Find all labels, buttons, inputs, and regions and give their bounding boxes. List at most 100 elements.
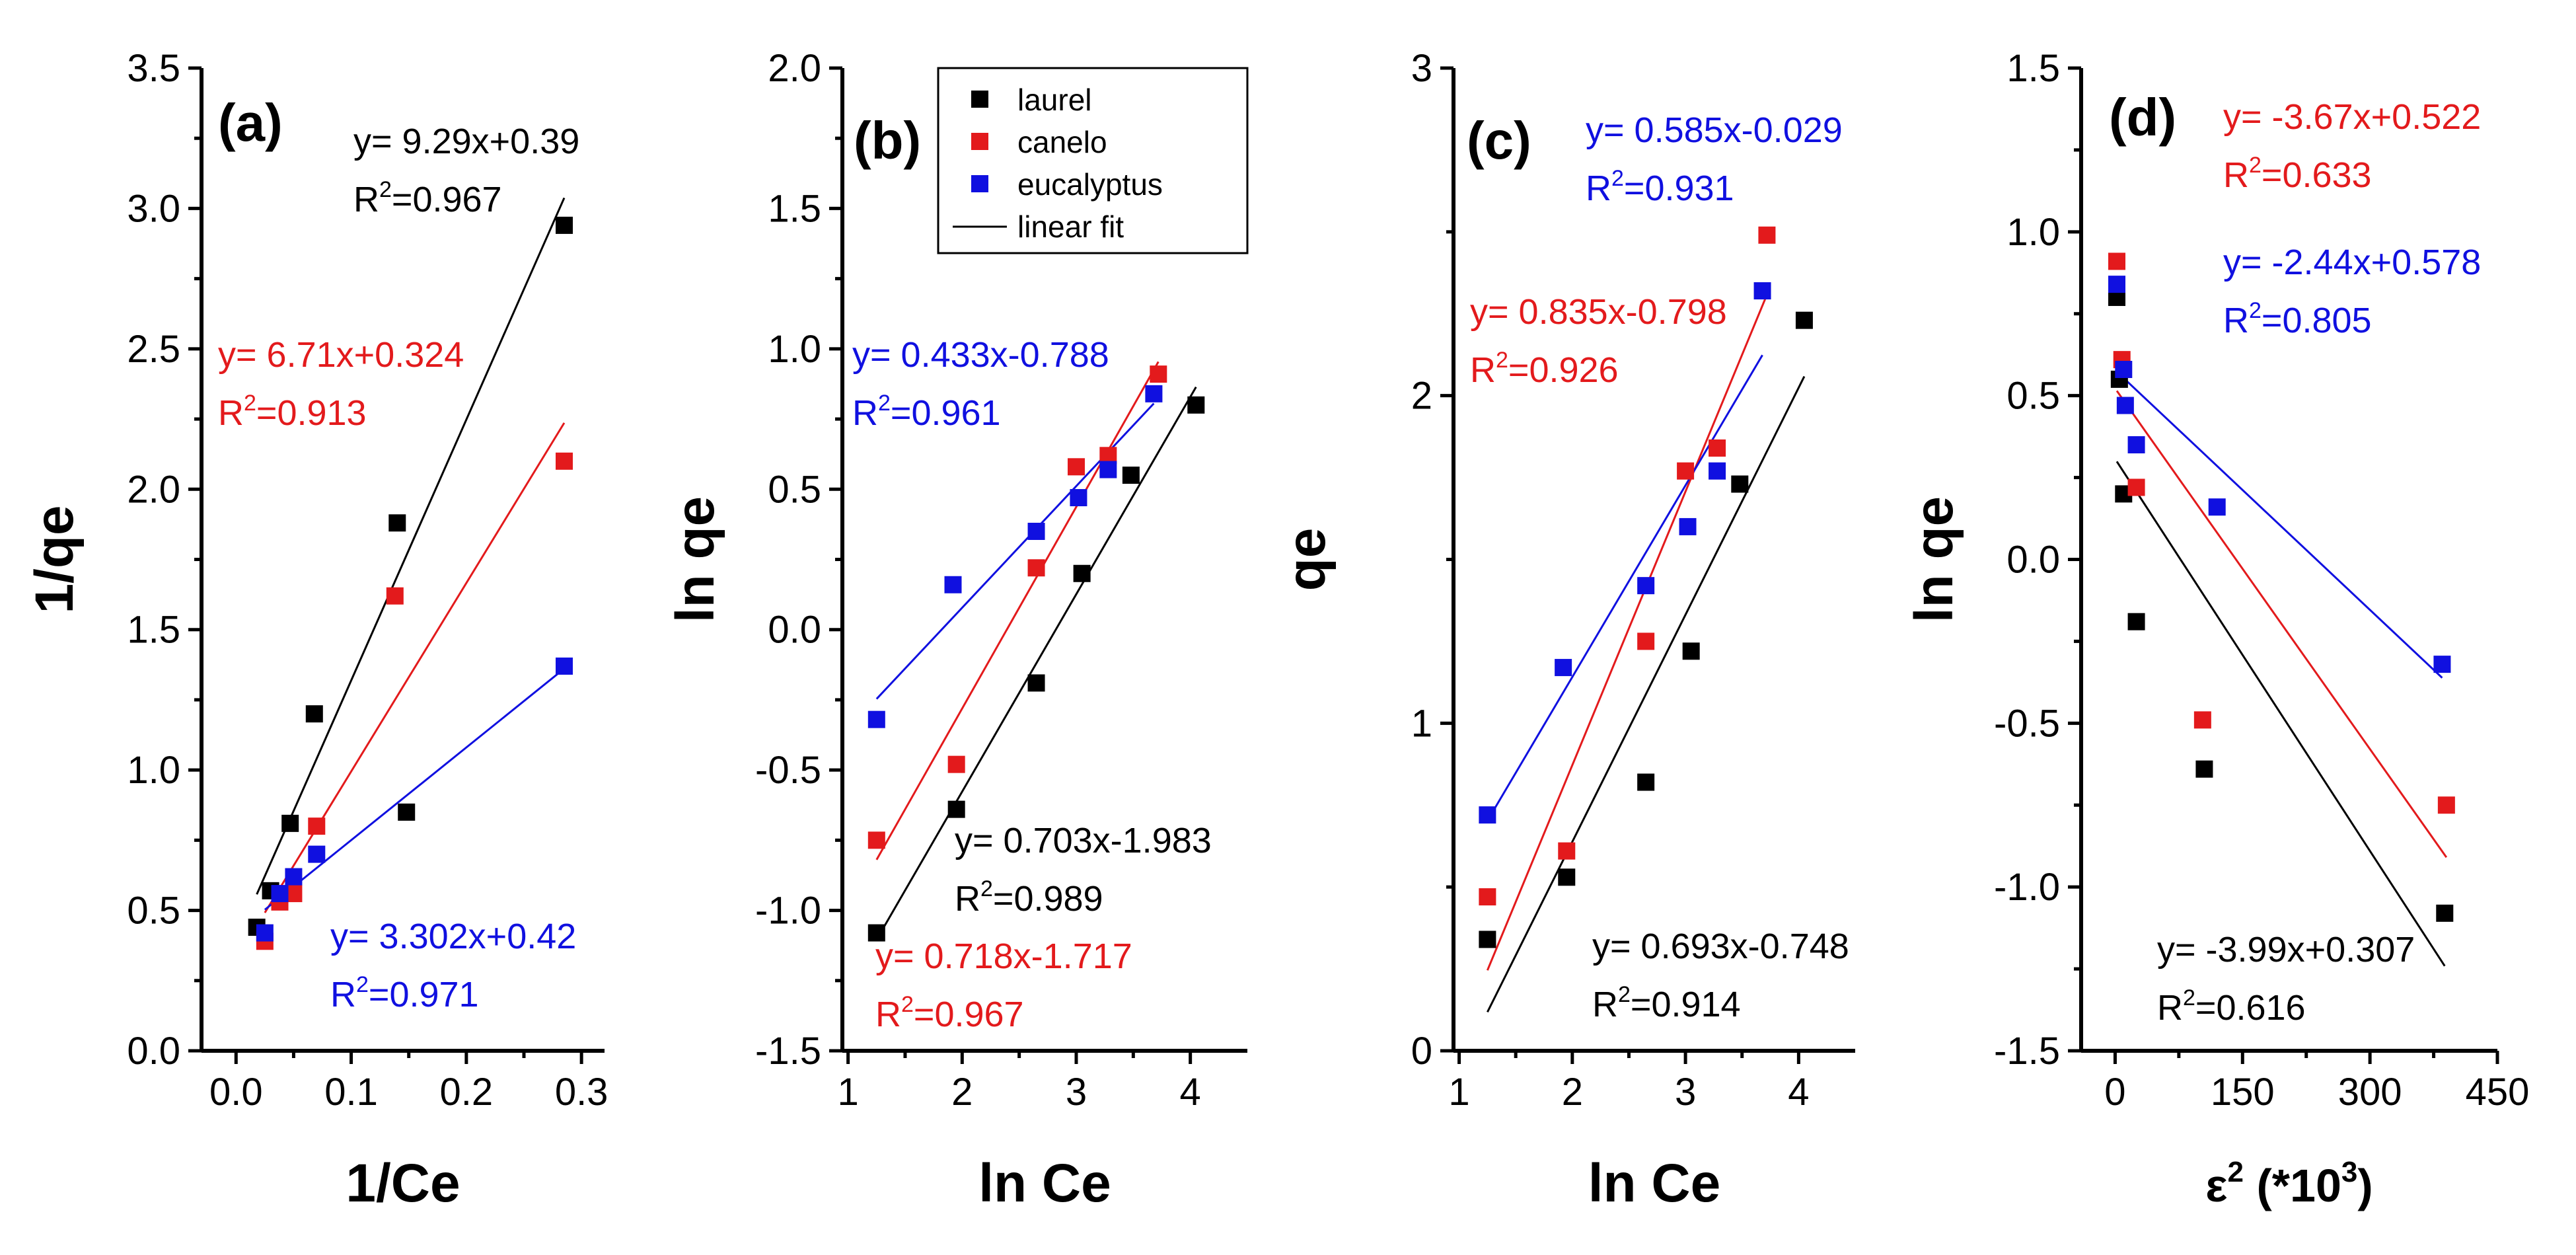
panel-d: -1.5 -1.0 -0.5 0.0 0.5 1.0 1.5 0 150 300 450 ln qe ε… [1904, 47, 2529, 1211]
fit-r2-laurel: R2=0.914 [1592, 982, 1741, 1024]
fit-equation-eucalyptus: y= 3.302x+0.42 [330, 917, 576, 956]
legend-marker-laurel [971, 91, 988, 108]
x-tick-label: 2 [1562, 1071, 1583, 1114]
fit-equation-laurel: y= 0.693x-0.748 [1592, 927, 1849, 966]
r2-superscript: 2 [2183, 985, 2195, 1010]
r2-superscript: 2 [901, 992, 914, 1017]
legend-label: eucalyptus [1017, 167, 1163, 202]
x-tick-label: 1 [1448, 1071, 1469, 1114]
r2-superscript: 2 [2249, 298, 2262, 323]
data-point-canelo [1479, 888, 1496, 906]
data-point-canelo [1558, 842, 1576, 860]
data-point-laurel [281, 814, 299, 832]
fit-line-canelo [875, 361, 1159, 860]
data-point-canelo [1067, 458, 1085, 476]
r2-symbol: R [353, 180, 379, 219]
r2-value: =0.989 [993, 879, 1103, 919]
data-point-canelo [308, 818, 326, 835]
r2-symbol: R [1470, 350, 1496, 390]
r2-value: =0.913 [256, 393, 367, 433]
data-point-eucalyptus [2116, 397, 2134, 414]
fit-line-canelo [264, 422, 566, 913]
fit-line-canelo [2116, 390, 2448, 858]
y-tick-label: -0.5 [1994, 702, 2060, 745]
r2-value: =0.931 [1624, 169, 1734, 208]
r2-superscript: 2 [356, 972, 369, 997]
x-tick-label: 0 [2104, 1071, 2125, 1114]
y-tick-label: 0.5 [2006, 375, 2060, 418]
x-axis-title: ln Ce [978, 1153, 1111, 1213]
data-point-eucalyptus [285, 868, 303, 886]
y-axis-title: 1/qe [24, 505, 85, 613]
y-tick-label: -1.0 [755, 890, 821, 932]
r2-symbol: R [1586, 169, 1611, 208]
fit-equation-eucalyptus: y= 0.433x-0.788 [852, 335, 1109, 375]
r2-value: =0.926 [1508, 350, 1619, 390]
x-tick-label: 0.3 [555, 1071, 608, 1114]
data-point-laurel [388, 514, 406, 532]
x-axis-title: ln Ce [1588, 1153, 1720, 1213]
r2-superscript: 2 [980, 876, 993, 901]
fit-line-eucalyptus [2116, 371, 2443, 679]
data-point-eucalyptus [308, 845, 326, 863]
r2-symbol: R [330, 975, 356, 1014]
x-axis-title-part: (*10 [2244, 1160, 2341, 1211]
data-point-canelo [1637, 632, 1655, 650]
data-point-eucalyptus [1070, 489, 1087, 507]
r2-value: =0.616 [2195, 988, 2306, 1028]
x-tick-label: 3 [1066, 1071, 1087, 1114]
data-point-eucalyptus [2108, 276, 2125, 293]
x-axis-title-part: ) [2357, 1160, 2373, 1211]
y-tick-label: 3 [1411, 47, 1432, 90]
fit-equation-canelo: y= 0.835x-0.798 [1470, 292, 1727, 332]
r2-superscript: 2 [878, 391, 891, 416]
data-point-laurel [2127, 613, 2145, 630]
r2-superscript: 2 [2249, 153, 2262, 178]
fit-line-eucalyptus [264, 667, 565, 911]
legend-label: canelo [1017, 125, 1107, 159]
y-tick-label: 2.0 [768, 47, 821, 90]
data-point-laurel [1682, 642, 1700, 660]
legend: laurel canelo eucalyptus linear fit [937, 67, 1249, 254]
data-point-laurel [2195, 760, 2213, 778]
data-point-laurel [1073, 564, 1091, 582]
data-point-eucalyptus [2433, 656, 2451, 673]
data-point-canelo [2437, 796, 2455, 814]
data-point-canelo [1150, 365, 1167, 383]
y-tick-label: 3.0 [127, 187, 180, 230]
data-point-eucalyptus [2208, 498, 2226, 516]
r2-value: =0.914 [1631, 985, 1741, 1024]
data-point-eucalyptus [2127, 436, 2145, 454]
data-point-canelo [1027, 559, 1045, 577]
y-tick-label: -1.5 [1994, 1030, 2060, 1073]
y-tick-label: -0.5 [755, 749, 821, 792]
y-tick-label: 1.5 [768, 187, 821, 230]
data-point-laurel [1731, 475, 1749, 493]
fit-line-laurel [875, 386, 1197, 940]
panel-label: (b) [854, 111, 921, 170]
r2-superscript: 2 [379, 177, 392, 202]
legend-box [937, 67, 1249, 254]
data-point-eucalyptus [1145, 385, 1163, 402]
data-point-canelo [1709, 439, 1726, 457]
x-tick-label: 0.0 [209, 1071, 263, 1114]
data-point-laurel [1637, 773, 1655, 791]
panel-label: (c) [1467, 111, 1531, 170]
data-point-eucalyptus [1637, 577, 1655, 595]
panel-label: (d) [2109, 88, 2176, 147]
data-point-eucalyptus [1709, 462, 1726, 480]
y-tick-label: 2.0 [127, 468, 180, 511]
y-axis-title: ln qe [1904, 496, 1964, 623]
fit-line-laurel [2116, 461, 2446, 967]
y-tick-label: -1.5 [755, 1030, 821, 1073]
y-tick-label: 1.0 [127, 749, 180, 792]
x-tick-label: 150 [2211, 1071, 2275, 1114]
x-tick-label: 4 [1180, 1071, 1201, 1114]
y-tick-label: 0 [1411, 1030, 1432, 1073]
y-tick-label: 0.0 [127, 1030, 180, 1073]
y-tick-label: 2.5 [127, 328, 180, 371]
data-point-eucalyptus [271, 885, 289, 903]
data-point-canelo [1677, 462, 1695, 480]
y-tick-label: 1.5 [2006, 47, 2060, 90]
fit-equation-eucalyptus: y= 0.585x-0.029 [1586, 110, 1843, 150]
